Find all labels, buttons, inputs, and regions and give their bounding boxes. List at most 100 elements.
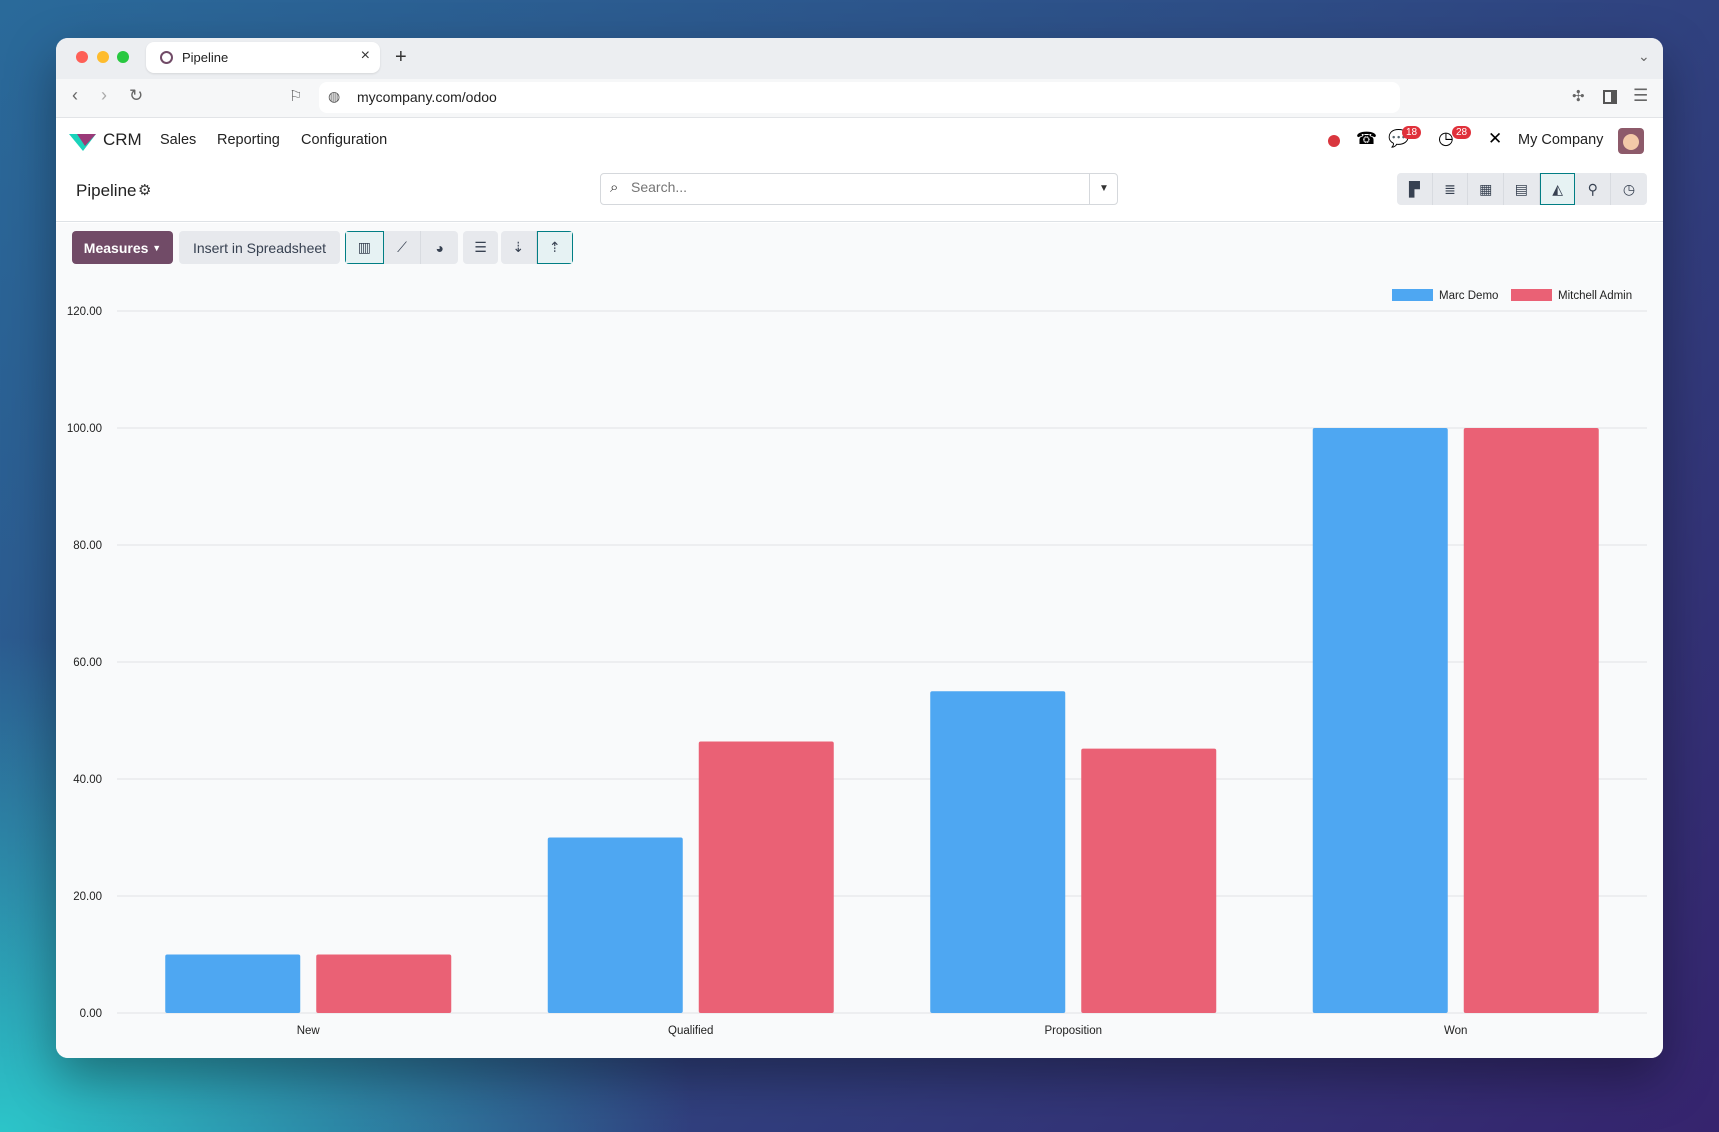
back-icon[interactable]: ‹	[72, 85, 78, 105]
menu-configuration[interactable]: Configuration	[301, 132, 388, 148]
sidebar-icon[interactable]	[1603, 90, 1617, 104]
odoo-favicon-icon	[160, 51, 173, 64]
bar[interactable]	[698, 741, 834, 1013]
search-options-toggle[interactable]: ▼	[1089, 174, 1118, 204]
app-name[interactable]: CRM	[103, 130, 142, 149]
measures-button[interactable]: Measures ▼	[72, 231, 173, 264]
tab-title: Pipeline	[182, 50, 229, 65]
bar[interactable]	[930, 691, 1066, 1013]
bookmark-icon[interactable]: ⚐	[289, 88, 303, 105]
sort-descending-button[interactable]: ⇣	[501, 231, 537, 264]
graph-view: Measures ▼ Insert in Spreadsheet ▥ ⟋ ◕ ☰…	[56, 223, 1663, 1058]
browser-window: Pipeline × + ⌄ ‹ › ↻ ⚐ ◍ mycompany.com/o…	[56, 38, 1663, 1058]
legend-swatch	[1511, 289, 1552, 301]
view-switcher: ▛ ≣ ▦ ▤ ◭ ⚲ ◷	[1397, 173, 1647, 205]
bar[interactable]	[1081, 748, 1217, 1013]
sort-ascending-icon: ⇡	[548, 239, 561, 255]
phone-icon[interactable]: ☎	[1356, 129, 1378, 148]
search-input[interactable]	[631, 179, 1081, 195]
pie-chart-button[interactable]: ◕	[421, 231, 458, 264]
url-text: mycompany.com/odoo	[357, 89, 497, 105]
status-dot-icon[interactable]	[1328, 135, 1340, 147]
browser-tab[interactable]: Pipeline ×	[146, 42, 380, 73]
avatar[interactable]	[1618, 128, 1644, 154]
x-tick-label: Qualified	[668, 1025, 713, 1037]
tools-icon[interactable]: ✕	[1488, 129, 1503, 148]
legend-swatch	[1392, 289, 1433, 301]
messages-badge: 18	[1402, 126, 1422, 139]
kanban-icon: ▛	[1408, 180, 1420, 197]
gear-icon[interactable]: ⚙	[138, 182, 152, 199]
list-view-button[interactable]: ≣	[1433, 173, 1469, 205]
map-pin-icon: ⚲	[1587, 180, 1598, 197]
x-tick-label: Won	[1444, 1025, 1467, 1037]
map-view-button[interactable]: ⚲	[1575, 173, 1612, 205]
y-tick-label: 60.00	[73, 657, 102, 669]
bar[interactable]	[165, 954, 301, 1014]
address-bar-row: ‹ › ↻ ⚐ ◍ mycompany.com/odoo ✣ ☰	[56, 79, 1663, 118]
search-bar: ⌕ ▼	[600, 173, 1118, 205]
calendar-icon: ▦	[1479, 180, 1493, 197]
bar-chart-icon: ▥	[357, 239, 371, 255]
crm-logo-icon[interactable]	[69, 132, 96, 152]
area-chart-icon: ◭	[1552, 180, 1563, 197]
calendar-view-button[interactable]: ▦	[1468, 173, 1505, 205]
legend-label[interactable]: Marc Demo	[1439, 290, 1498, 302]
bar[interactable]	[547, 837, 683, 1014]
new-tab-icon[interactable]: +	[395, 46, 407, 68]
list-icon: ≣	[1444, 180, 1456, 197]
x-tick-label: New	[297, 1025, 321, 1037]
page-title: Pipeline	[76, 181, 137, 200]
activity-clock-icon[interactable]: ◷	[1438, 128, 1454, 148]
menu-icon[interactable]: ☰	[1633, 86, 1649, 105]
bar-chart: 0.00 20.00 40.00 60.00 80.00 100.00 120.00 New Q…	[67, 289, 1647, 1037]
caret-down-icon: ▼	[152, 242, 162, 253]
activities-badge: 28	[1452, 126, 1472, 139]
menu-reporting[interactable]: Reporting	[217, 132, 280, 148]
menu-sales[interactable]: Sales	[160, 132, 197, 148]
reload-icon[interactable]: ↻	[129, 86, 144, 105]
tab-bar: Pipeline × + ⌄	[56, 38, 1663, 79]
y-tick-label: 40.00	[73, 774, 102, 786]
company-name[interactable]: My Company	[1518, 132, 1604, 148]
measures-label: Measures	[83, 239, 149, 256]
line-chart-button[interactable]: ⟋	[383, 231, 422, 264]
close-window-button[interactable]	[76, 51, 88, 63]
pie-chart-icon: ◕	[435, 239, 444, 256]
minimize-window-button[interactable]	[97, 51, 109, 63]
odoo-navbar: CRM Sales Reporting Configuration ☎ 💬 18…	[56, 118, 1663, 165]
sort-group: ⇣ ⇡	[501, 231, 573, 264]
bar-chart-button[interactable]: ▥	[345, 231, 384, 264]
graph-view-button[interactable]: ◭	[1539, 173, 1576, 205]
y-tick-label: 120.00	[67, 306, 102, 318]
database-icon: ☰	[474, 239, 487, 255]
globe-icon: ◍	[328, 88, 341, 104]
sort-ascending-button[interactable]: ⇡	[536, 231, 573, 264]
chart-type-group: ▥ ⟋ ◕	[345, 231, 458, 264]
forward-icon[interactable]: ›	[101, 85, 107, 105]
kanban-view-button[interactable]: ▛	[1397, 173, 1433, 205]
zoom-window-button[interactable]	[117, 51, 129, 63]
extensions-icon[interactable]: ✣	[1572, 88, 1585, 105]
url-field[interactable]: ◍ mycompany.com/odoo	[319, 82, 1400, 113]
chevron-down-icon[interactable]: ⌄	[1638, 48, 1650, 64]
x-tick-label: Proposition	[1044, 1025, 1102, 1037]
close-tab-icon[interactable]: ×	[360, 47, 370, 64]
legend-label[interactable]: Mitchell Admin	[1558, 290, 1632, 302]
insert-spreadsheet-button[interactable]: Insert in Spreadsheet	[179, 231, 340, 264]
pivot-view-button[interactable]: ▤	[1504, 173, 1540, 205]
activity-view-button[interactable]: ◷	[1611, 173, 1647, 205]
stacked-button[interactable]: ☰	[463, 231, 498, 264]
sort-descending-icon: ⇣	[512, 239, 525, 255]
y-tick-label: 0.00	[80, 1008, 102, 1020]
bar[interactable]	[1312, 428, 1448, 1013]
y-tick-label: 100.00	[67, 423, 102, 435]
pivot-icon: ▤	[1514, 180, 1529, 197]
search-icon: ⌕	[610, 179, 619, 196]
y-tick-label: 80.00	[73, 540, 102, 552]
y-tick-label: 20.00	[73, 891, 102, 903]
bar[interactable]	[1463, 428, 1599, 1013]
bar[interactable]	[316, 954, 452, 1014]
line-chart-icon: ⟋	[397, 239, 407, 255]
control-panel: Pipeline ⚙ ⌕ ▼ ▛ ≣ ▦ ▤ ◭ ⚲ ◷	[56, 165, 1663, 222]
